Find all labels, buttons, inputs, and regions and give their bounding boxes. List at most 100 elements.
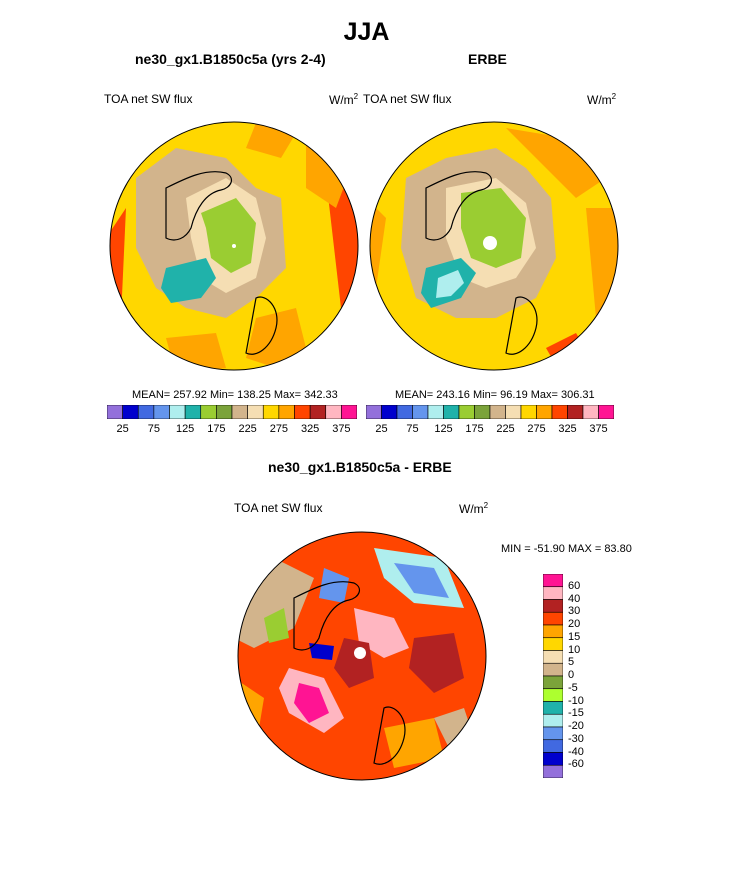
panel3-units: W/m2 [459,501,489,516]
colorbar-tick-label: 325 [300,423,320,435]
colorbar-swatch [543,701,563,715]
panel1-units: W/m2 [329,92,359,107]
colorbar-tick-label: 25 [116,423,129,435]
colorbar-swatch [443,405,460,419]
colorbar-tick-label: 75 [406,423,419,435]
colorbar-swatch [107,405,123,419]
colorbar-swatch [169,405,186,419]
panel3-map [237,531,487,781]
colorbar-swatch [551,405,568,419]
panel2-units: W/m2 [587,92,617,107]
colorbar-swatch [474,405,491,419]
panel3-title: ne30_gx1.B1850c5a - ERBE [268,459,452,475]
colorbar-tick-label: 0 [568,669,575,681]
colorbar-swatch [366,405,382,419]
panel3-colorbar-ticks: 60 40 30 20 15 10 5 0 -5 -10 -15 -20 -30 -40 -60 [568,574,608,778]
colorbar-swatch [381,405,398,419]
colorbar-tick-label: 175 [465,423,484,435]
panel1-title: ne30_gx1.B1850c5a (yrs 2-4) [135,51,326,67]
colorbar-tick-label: -15 [568,707,584,720]
colorbar-swatch [543,752,563,766]
colorbar-swatch [543,764,563,778]
colorbar-tick-label: 5 [568,656,575,669]
colorbar-swatch [543,586,563,600]
colorbar-swatch [216,405,233,419]
colorbar-swatch [543,713,563,728]
panel1-variable-label: TOA net SW flux [104,92,193,106]
colorbar-tick-label: -30 [568,732,584,745]
colorbar-tick-label: 275 [527,423,546,435]
colorbar-swatch [543,599,563,613]
panel3-colorbar [543,574,563,778]
colorbar-swatch [543,662,563,677]
colorbar-swatch [262,405,280,419]
colorbar-swatch [543,688,563,702]
colorbar-swatch [543,574,563,588]
colorbar-swatch [184,405,202,419]
panel2-stats: MEAN= 243.16 Min= 96.19 Max= 306.31 [395,389,595,401]
colorbar-tick-label: 125 [175,423,195,435]
colorbar-swatch [325,405,342,419]
colorbar-swatch [396,405,413,419]
colorbar-tick-label: 375 [332,423,351,435]
colorbar-swatch [543,637,563,651]
panel1-stats: MEAN= 257.92 Min= 138.25 Max= 342.33 [132,389,338,401]
colorbar-swatch [278,405,295,419]
panel3-min-max: MIN = -51.90 MAX = 83.80 [501,543,632,555]
colorbar-swatch [309,405,327,419]
panel1-colorbar-ticks: 25 75 125 175 225 275 325 375 [107,423,357,437]
panel1-colorbar [107,405,357,419]
colorbar-swatch [543,675,563,690]
colorbar-swatch [489,405,506,419]
panel2-colorbar [366,405,614,419]
colorbar-tick-label: 75 [147,423,160,435]
colorbar-swatch [231,405,248,419]
panel3-variable-label: TOA net SW flux [234,501,323,515]
panel2-title: ERBE [468,51,507,67]
colorbar-swatch [294,405,311,419]
colorbar-swatch [153,405,170,419]
colorbar-swatch [543,624,563,639]
colorbar-tick-label: -60 [568,758,584,771]
colorbar-swatch [582,405,599,419]
colorbar-tick-label: -20 [568,720,584,732]
colorbar-tick-label: 375 [589,423,608,435]
panel2-colorbar-ticks: 25 75 125 175 225 275 325 375 [366,423,614,437]
colorbar-swatch [412,405,429,419]
panel2-map [369,121,619,371]
colorbar-swatch [543,726,563,741]
colorbar-tick-label: -40 [568,745,584,758]
colorbar-swatch [520,405,537,419]
colorbar-swatch [341,405,357,419]
colorbar-swatch [427,405,444,419]
colorbar-tick-label: 325 [558,423,577,435]
colorbar-tick-label: 225 [496,423,515,435]
colorbar-tick-label: 125 [434,423,453,435]
colorbar-swatch [122,405,139,419]
panel2-variable-label: TOA net SW flux [363,92,452,106]
colorbar-tick-label: 25 [375,423,388,435]
colorbar-swatch [458,405,475,419]
panel1-map [109,121,359,371]
colorbar-swatch [247,405,264,419]
colorbar-swatch [200,405,217,419]
colorbar-tick-label: 60 [568,579,581,592]
colorbar-swatch [567,405,584,419]
colorbar-tick-label: 30 [568,605,581,618]
colorbar-tick-label: 15 [568,630,581,643]
colorbar-swatch [543,611,563,626]
colorbar-tick-label: 20 [568,618,581,630]
colorbar-swatch [598,405,614,419]
colorbar-tick-label: 275 [269,423,289,435]
colorbar-swatch [137,405,155,419]
colorbar-tick-label: -5 [568,681,578,694]
colorbar-tick-label: 225 [238,423,257,435]
colorbar-tick-label: 40 [568,592,581,605]
colorbar-swatch [536,405,553,419]
colorbar-swatch [543,739,563,753]
colorbar-tick-label: 10 [568,643,581,656]
colorbar-swatch [543,650,563,664]
colorbar-tick-label: -10 [568,694,584,707]
colorbar-tick-label: 175 [207,423,226,435]
main-title: JJA [343,18,390,46]
